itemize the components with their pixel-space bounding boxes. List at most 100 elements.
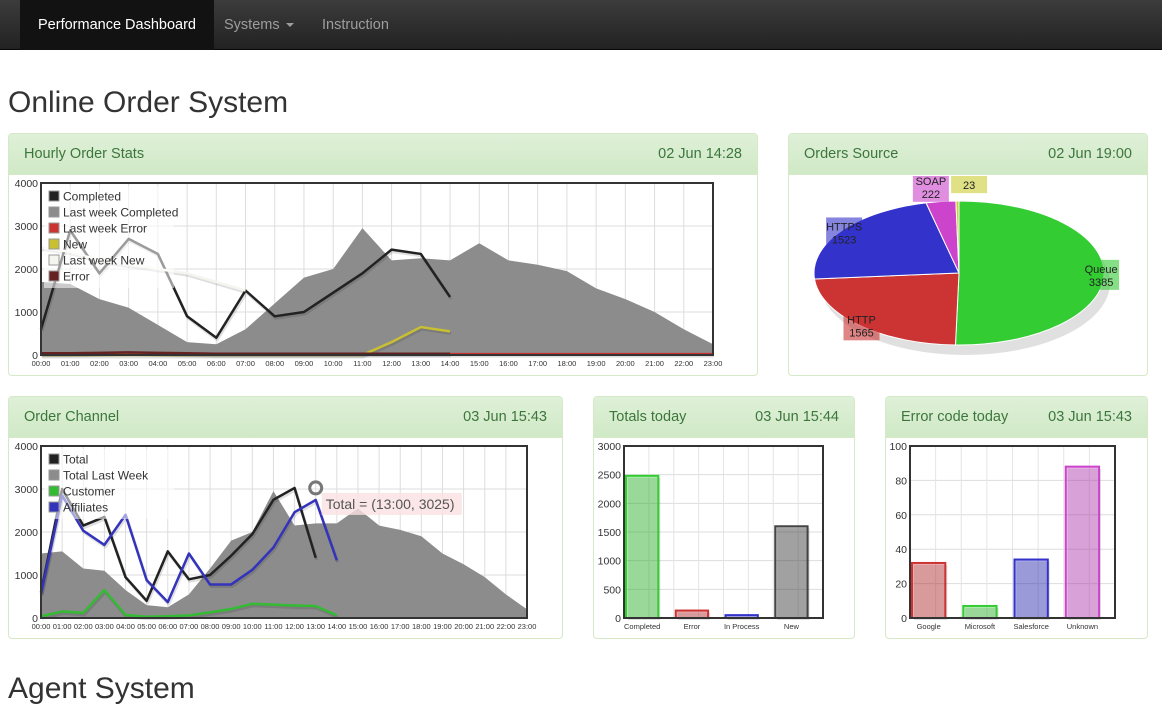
x-tick-label: 10:00	[243, 622, 262, 631]
x-tick-label: 23:00	[518, 622, 537, 631]
totals-today-chart[interactable]: Completed Error In Process New 0 500 1000 1500 2…	[594, 439, 854, 637]
x-tick-label: 22:00	[674, 359, 693, 368]
tooltip-background	[321, 492, 462, 515]
bar	[774, 525, 809, 619]
chart-legend: Total Total Last Week Customer Affiliates	[44, 449, 174, 519]
legend-label: Total	[63, 453, 88, 467]
x-tick-label: 12:00	[382, 359, 401, 368]
bar-shadow	[1067, 468, 1102, 620]
bar-shadow	[777, 528, 810, 620]
panel-orders-source: Orders Source 02 Jun 19:00 Queue 3385 HTTP…	[788, 133, 1148, 376]
plot-frame	[623, 445, 824, 619]
chart-tooltip: Total = (13:00, 3025)	[326, 496, 455, 512]
x-tick-label: 09:00	[295, 359, 314, 368]
x-tick-label: 08:00	[201, 622, 220, 631]
x-tick-label: 04:00	[116, 622, 135, 631]
pie-slice-tcp	[955, 200, 960, 274]
x-tick-label: 10:00	[324, 359, 343, 368]
x-tick-label: 15:00	[470, 359, 489, 368]
panel-heading: Orders Source 02 Jun 19:00	[789, 134, 1147, 175]
x-tick-label: 16:00	[499, 359, 518, 368]
nav-instruction-link[interactable]: Instruction	[322, 17, 389, 33]
legend-label: Completed	[63, 190, 121, 204]
pie-label-name: HTTP	[847, 314, 876, 326]
bar-shadow	[965, 607, 999, 620]
panel-heading: Error code today 03 Jun 15:43	[886, 397, 1147, 438]
nav-brand-link[interactable]: Performance Dashboard	[20, 0, 214, 50]
pie-label-group: TCP23	[951, 176, 988, 194]
highlight-marker	[308, 480, 324, 496]
series-area-last-week-completed	[41, 228, 713, 355]
page-title: Online Order System	[8, 86, 289, 119]
pie-label-value: 1565	[849, 327, 873, 339]
x-tick-label: 18:00	[412, 622, 431, 631]
pie-label-value: 1523	[832, 234, 856, 246]
pie-label-name: HTTPS	[826, 221, 862, 233]
x-tick-label: Completed	[624, 622, 660, 631]
legend-label: Last week New	[63, 254, 145, 268]
y-tick-label: 3000	[15, 221, 39, 233]
x-tick-label: 00:00	[32, 622, 51, 631]
y-tick-label: 2000	[15, 264, 39, 276]
section-title-agent-system: Agent System	[8, 672, 195, 705]
series-area-total-last-week	[41, 491, 527, 618]
bar	[674, 609, 710, 619]
x-tick-label: 14:00	[327, 622, 346, 631]
pie-label-name: TCP	[958, 176, 980, 179]
y-tick-label: 2000	[598, 498, 622, 510]
y-tick-label: 0	[615, 613, 621, 625]
error-code-chart[interactable]: Google Microsoft Salesforce Unknown 0 20 40 60 8…	[886, 439, 1147, 637]
y-tick-label: 1500	[598, 527, 622, 539]
panel-timestamp: 02 Jun 14:28	[658, 146, 742, 162]
x-tick-label: 11:00	[264, 622, 282, 631]
x-tick-label: 17:00	[391, 622, 410, 631]
legend-label: Affiliates	[63, 501, 108, 515]
bar-shadow	[628, 477, 661, 620]
series-line-error	[41, 351, 451, 355]
panel-title: Orders Source	[804, 146, 899, 162]
legend-label: Total Last Week	[63, 469, 149, 483]
x-tick-label: 09:00	[222, 622, 241, 631]
pie-label-background	[1083, 259, 1120, 290]
x-tick-label: 04:00	[148, 359, 167, 368]
pie-label-value: 3385	[1089, 277, 1113, 289]
y-tick-label: 1000	[15, 570, 39, 582]
x-tick-label: 17:00	[528, 359, 547, 368]
y-tick-label: 60	[895, 510, 907, 522]
x-tick-label: 08:00	[265, 359, 284, 368]
panel-heading: Hourly Order Stats 02 Jun 14:28	[9, 134, 757, 175]
x-tick-label: Unknown	[1067, 622, 1098, 631]
series-line-total	[39, 486, 317, 603]
x-tick-label: Salesforce	[1013, 622, 1048, 631]
panel-title: Totals today	[609, 409, 687, 425]
x-tick-label: 00:00	[32, 359, 51, 368]
y-tick-label: 80	[895, 475, 907, 487]
legend-swatch	[48, 270, 60, 282]
legend-swatch	[48, 485, 60, 497]
order-channel-chart[interactable]: 0 1000 2000 3000 4000 00:00 01:00 02:00 03:00 04:…	[9, 439, 562, 637]
plot-frame	[909, 445, 1116, 619]
legend-swatch	[48, 222, 60, 234]
pie-label-background	[912, 176, 949, 202]
bar	[625, 474, 660, 619]
x-tick-label: 01:00	[53, 622, 72, 631]
legend-label: Customer	[63, 485, 115, 499]
panel-error-code-today: Error code today 03 Jun 15:43 Google Micr…	[885, 396, 1148, 639]
panel-order-channel: Order Channel 03 Jun 15:43 0 1000 2000 3000…	[8, 396, 563, 639]
x-tick-label: New	[784, 622, 800, 631]
x-tick-label: 23:00	[704, 359, 723, 368]
bar	[962, 604, 998, 620]
x-tick-label: 11:00	[353, 359, 371, 368]
nav-systems-dropdown[interactable]: Systems	[224, 0, 294, 50]
orders-source-pie[interactable]: Queue3385HTTP1565HTTPS1523SOAP222TCP23	[789, 176, 1147, 374]
legend-swatch	[48, 469, 60, 481]
hourly-order-chart[interactable]: 0 1000 2000 3000 4000 00:00 01:00 02:00 03:00 04:…	[9, 176, 757, 374]
legend-swatch	[48, 238, 60, 250]
y-tick-label: 40	[895, 544, 907, 556]
x-tick-label: 13:00	[306, 622, 325, 631]
x-tick-label: 12:00	[285, 622, 304, 631]
y-tick-label: 0	[32, 350, 38, 362]
legend-label: Error	[63, 270, 90, 284]
